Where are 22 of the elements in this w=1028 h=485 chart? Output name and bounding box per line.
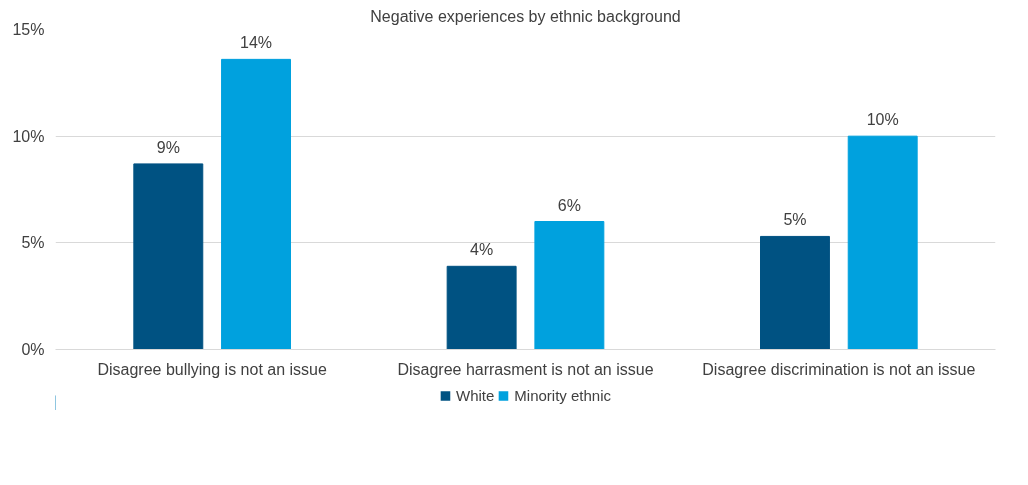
y-tick-label: 5%: [21, 234, 45, 252]
data-label: 4%: [470, 241, 494, 259]
legend-label: White: [455, 386, 495, 404]
chart-title: Negative experiences by ethnic background: [370, 7, 681, 25]
x-tick-label: Disagree harrasment is not an issue: [397, 360, 654, 378]
bar: [221, 58, 291, 350]
data-label: 9%: [156, 138, 180, 156]
data-label: 5%: [783, 211, 807, 229]
data-label: 14%: [240, 34, 273, 52]
legend-label: Minority ethnic: [514, 386, 612, 404]
bar: [760, 235, 830, 350]
x-tick-label: Disagree discrimination is not an issue: [702, 360, 976, 378]
bar: [133, 163, 204, 350]
bar: [534, 221, 605, 350]
y-tick-label: 0%: [21, 341, 45, 358]
y-tick-label: 15%: [12, 21, 45, 38]
data-label: 6%: [557, 196, 581, 214]
x-tick-label: Disagree bullying is not an issue: [97, 360, 327, 378]
bar: [847, 135, 918, 350]
y-tick-label: 10%: [12, 127, 45, 145]
bar: [446, 265, 517, 350]
data-label: 10%: [866, 111, 899, 129]
